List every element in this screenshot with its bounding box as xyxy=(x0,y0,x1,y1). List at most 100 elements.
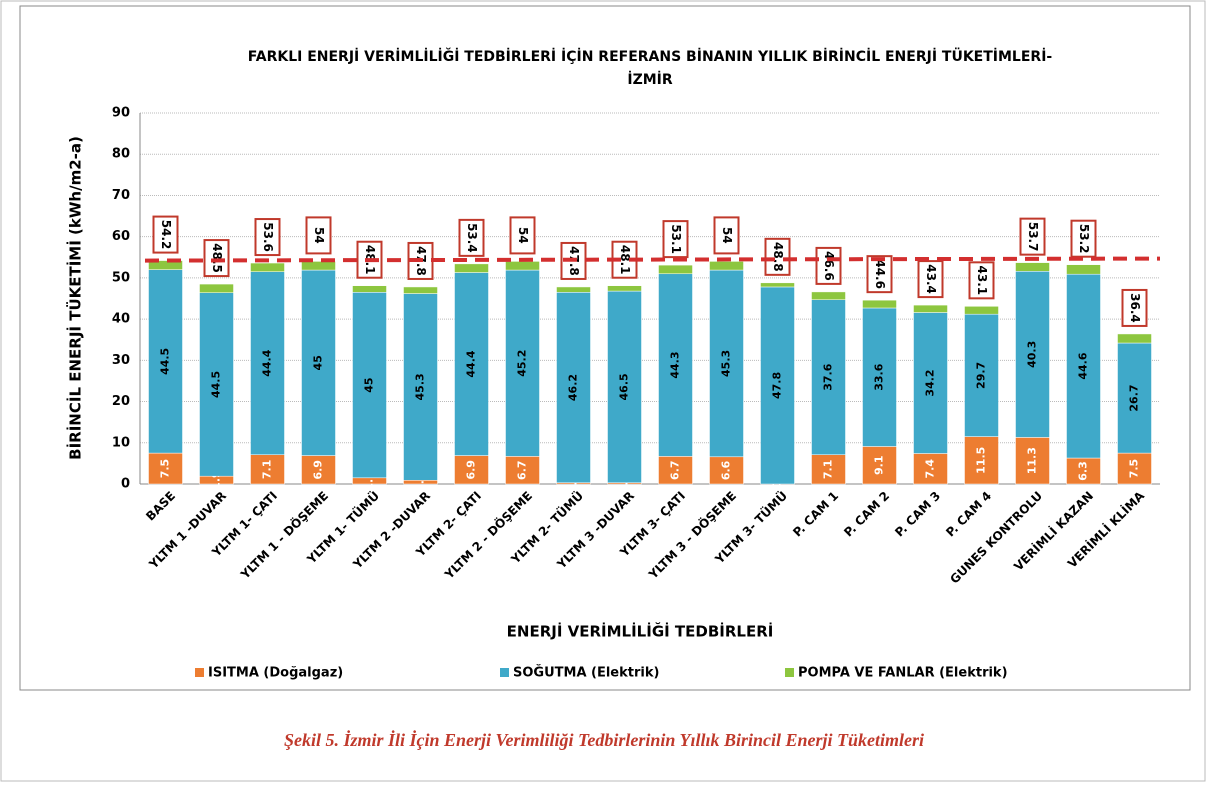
value-label: 45.3 xyxy=(720,350,733,377)
bar-segment xyxy=(658,264,693,275)
bar-segment xyxy=(250,271,285,455)
total-label: 54 xyxy=(312,227,326,244)
total-box xyxy=(866,255,893,294)
bar-segment xyxy=(913,312,948,454)
value-label: 26.7 xyxy=(1128,384,1141,411)
bar-segment xyxy=(862,299,897,309)
total-label: 36.4 xyxy=(1128,293,1142,323)
chart-title: FARKLI ENERJİ VERİMLİLİĞİ TEDBİRLERİ İÇİ… xyxy=(248,47,1053,65)
bar-segment xyxy=(1117,342,1152,454)
legend-label: POMPA VE FANLAR (Elektrik) xyxy=(798,666,1008,681)
total-box xyxy=(917,260,944,299)
bar-segment xyxy=(250,454,285,485)
bar-segment xyxy=(199,292,234,477)
value-label: 45.3 xyxy=(414,373,427,400)
value-label: 6.9 xyxy=(312,460,325,480)
bar-segment xyxy=(352,292,387,479)
total-box xyxy=(662,220,689,259)
value-label: 6.3 xyxy=(1077,461,1090,481)
bar-segment xyxy=(454,455,489,485)
y-tick-label: 30 xyxy=(112,353,130,368)
bar-segment xyxy=(658,273,693,457)
y-tick-label: 20 xyxy=(112,394,130,409)
bar-segment xyxy=(607,290,642,484)
value-label: 45 xyxy=(312,355,325,370)
total-box xyxy=(458,218,485,257)
bar-segment xyxy=(403,286,438,294)
total-label: 54 xyxy=(720,227,734,244)
bar-segment xyxy=(556,286,591,293)
y-axis-title: BİRİNCİL ENERJİ TÜKETİMİ (kWh/m2-a) xyxy=(66,136,85,460)
bar-segment xyxy=(301,261,336,271)
value-label: 29.7 xyxy=(975,362,988,389)
total-label: 43.1 xyxy=(975,266,989,296)
bar-segment xyxy=(811,299,846,455)
bar-segment xyxy=(556,292,591,484)
total-label: 54 xyxy=(516,227,530,244)
bar-segment xyxy=(607,285,642,292)
y-tick-label: 70 xyxy=(112,188,130,203)
bar-segment xyxy=(1117,452,1152,485)
value-label: 46.2 xyxy=(567,374,580,401)
legend-swatch xyxy=(500,668,509,677)
bar-segment xyxy=(454,263,489,273)
total-box xyxy=(764,237,791,276)
value-label: 11.5 xyxy=(975,447,988,474)
bar-segment xyxy=(148,260,183,270)
bar-segment xyxy=(301,269,336,456)
chart-title: İZMİR xyxy=(627,71,673,88)
total-box xyxy=(254,218,281,257)
value-label: 44.3 xyxy=(669,352,682,379)
chart-border xyxy=(19,5,1191,691)
value-label: 7.4 xyxy=(924,459,937,479)
bar-segment xyxy=(199,283,234,293)
value-label: 44.6 xyxy=(1077,352,1090,379)
value-label: 45 xyxy=(363,377,376,392)
total-box xyxy=(713,216,740,255)
total-box xyxy=(305,216,332,255)
total-box xyxy=(152,215,179,254)
bar-segment xyxy=(709,269,744,458)
value-label: 7.1 xyxy=(261,460,274,480)
total-label: 43.4 xyxy=(924,264,938,294)
value-label: 6.7 xyxy=(516,460,529,480)
figure-caption: Şekil 5. İzmir İli İçin Enerji Verimlili… xyxy=(284,729,924,750)
bar-segment xyxy=(964,306,999,315)
bar-segment xyxy=(964,436,999,485)
bar-segment xyxy=(403,293,438,481)
y-tick-label: 40 xyxy=(112,312,130,327)
reference-line xyxy=(144,256,1161,263)
bar-segment xyxy=(1117,333,1152,344)
bar-segment xyxy=(1066,273,1101,459)
total-box xyxy=(1070,219,1097,258)
bar-segment xyxy=(352,285,387,293)
total-label: 53.7 xyxy=(1026,222,1040,252)
total-label: 53.6 xyxy=(261,222,275,252)
total-label: 54.2 xyxy=(159,220,173,250)
value-label: 34.2 xyxy=(924,369,937,396)
bar-segment xyxy=(913,304,948,313)
value-label: 6.7 xyxy=(669,460,682,480)
bar-segment xyxy=(913,453,948,485)
value-label: 7.5 xyxy=(1128,459,1141,479)
value-label: 6.9 xyxy=(465,460,478,480)
total-box xyxy=(815,246,842,285)
total-box xyxy=(509,216,536,255)
value-label: 9.1 xyxy=(873,455,886,475)
value-label: 44.5 xyxy=(210,371,223,398)
total-box xyxy=(203,239,230,278)
bar-segment xyxy=(709,261,744,271)
y-tick-label: 60 xyxy=(112,229,130,244)
total-box xyxy=(1019,217,1046,256)
value-label: 7.5 xyxy=(159,459,172,479)
total-label: 53.2 xyxy=(1077,224,1091,254)
y-tick-label: 50 xyxy=(112,270,130,285)
total-box xyxy=(968,261,995,300)
bar-segment xyxy=(1015,271,1050,438)
bar-segment xyxy=(505,261,540,271)
value-label: 6.6 xyxy=(720,460,733,480)
value-label: 44.4 xyxy=(261,349,274,376)
bar-segment xyxy=(1015,262,1050,272)
bar-segment xyxy=(862,446,897,485)
